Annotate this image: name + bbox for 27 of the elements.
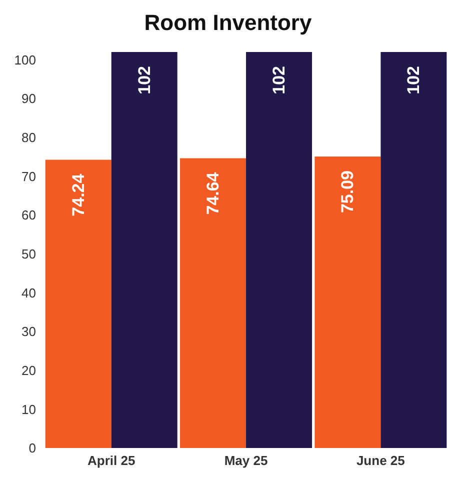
data-label: 102	[270, 66, 289, 94]
x-tick-label: May 25	[224, 453, 268, 468]
bar	[111, 52, 178, 448]
data-label: 74.64	[204, 172, 223, 215]
bar	[180, 158, 246, 448]
bar	[314, 156, 381, 448]
data-label: 102	[134, 66, 154, 94]
y-tick-label: 0	[28, 440, 36, 456]
y-tick-label: 90	[22, 91, 36, 106]
data-label: 74.24	[68, 173, 88, 216]
data-label: 75.09	[338, 170, 358, 214]
y-tick-label: 20	[22, 362, 36, 378]
x-tick-label: April 25	[87, 453, 136, 468]
data-label: 102	[404, 66, 424, 94]
y-tick-label: 100	[14, 52, 36, 68]
y-tick-label: 80	[22, 130, 36, 146]
y-tick-label: 30	[22, 324, 36, 340]
y-tick-label: 40	[22, 285, 36, 300]
y-tick-label: 60	[22, 208, 36, 223]
x-tick-label: June 25	[356, 453, 405, 468]
bar	[45, 160, 112, 448]
bar	[246, 52, 312, 448]
chart-title: Room Inventory	[143, 9, 313, 37]
bar	[380, 52, 447, 448]
y-tick-label: 70	[22, 168, 36, 184]
y-tick-label: 10	[22, 402, 36, 417]
y-tick-label: 50	[22, 246, 36, 262]
